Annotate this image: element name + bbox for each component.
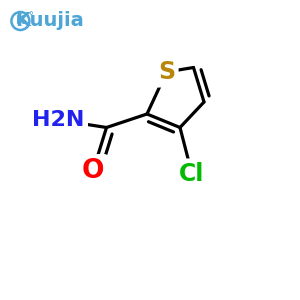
Text: H2N: H2N [32,110,85,130]
Text: O: O [82,158,104,184]
Text: Kuujia: Kuujia [15,11,84,31]
Text: S: S [158,60,175,84]
Text: °: ° [28,11,33,22]
Text: Cl: Cl [179,162,205,186]
Text: K: K [16,14,25,28]
